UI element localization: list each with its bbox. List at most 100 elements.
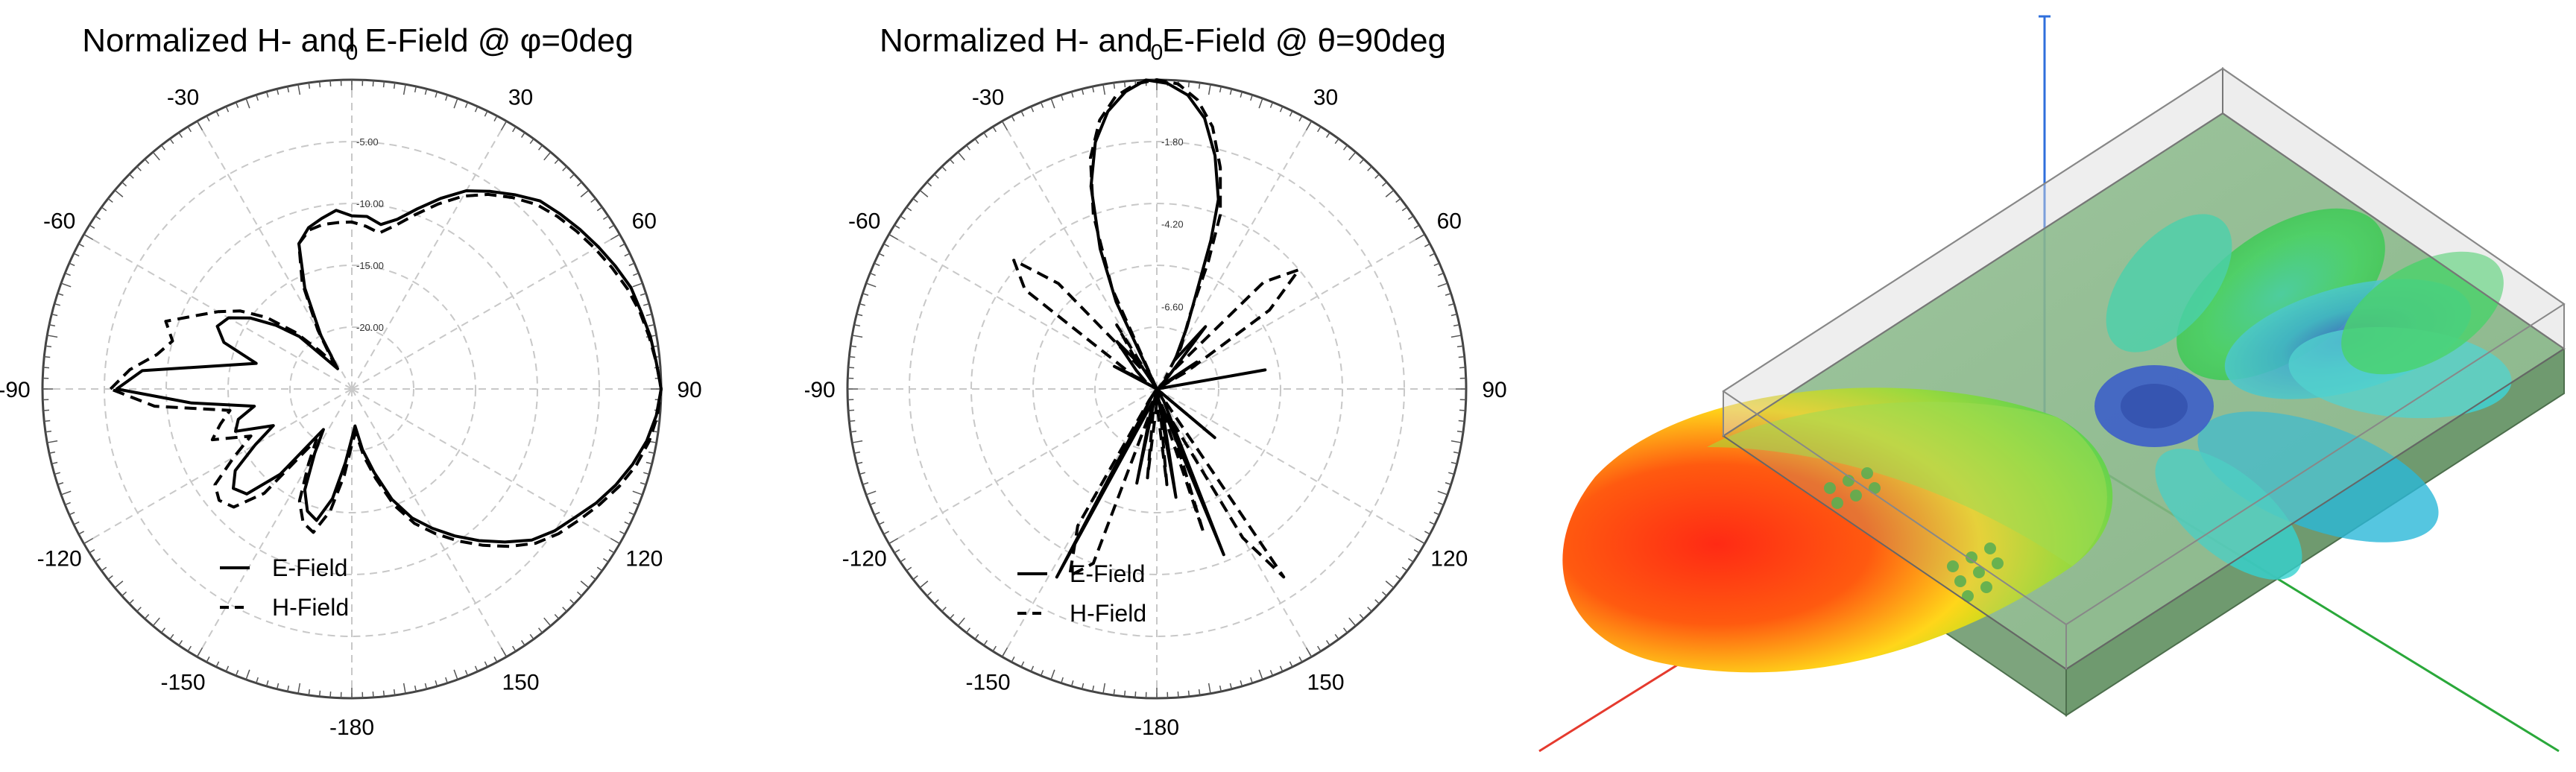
degree-tick [856,462,862,463]
angle-tick-label: -120 [842,547,887,572]
degree-tick [1335,139,1339,143]
degree-tick [95,216,101,219]
degree-tick [454,98,458,108]
degree-tick [609,550,614,553]
degree-tick [54,304,60,306]
degree-tick [603,216,608,219]
degree-tick [984,640,987,645]
degree-tick [866,491,876,495]
degree-tick [906,207,911,211]
degree-tick [563,607,567,612]
degree-tick [1299,656,1302,662]
angle-tick-label: 120 [625,547,663,572]
degree-tick [1382,592,1386,595]
degree-tick [1327,640,1330,645]
degree-tick [476,666,478,671]
legend-label: H-Field [1070,600,1146,627]
grid-spoke [1003,121,1158,389]
degree-tick [502,648,507,656]
degree-tick [43,367,49,368]
degree-tick [79,244,84,247]
degree-tick [1414,550,1419,553]
degree-tick [1135,692,1136,697]
degree-tick [950,159,953,164]
degree-tick [1430,522,1435,525]
degree-tick [1382,182,1386,186]
degree-tick [870,273,875,276]
degree-tick [1240,680,1242,686]
angle-tick-label: -120 [37,547,82,572]
degree-tick [188,127,191,132]
degree-tick [65,273,70,276]
degree-tick [1230,89,1231,95]
degree-tick [1209,84,1210,95]
degree-tick [544,618,551,626]
degree-tick [179,640,182,645]
degree-tick [629,263,634,265]
degree-tick [1103,84,1105,95]
degree-tick [1072,92,1073,98]
degree-tick [1349,152,1356,160]
degree-tick [79,531,84,534]
degree-tick [1451,462,1457,463]
degree-tick [1386,190,1394,197]
degree-tick [89,550,95,553]
degree-tick [848,367,854,368]
chart-title: Normalized H- and E-Field @ θ=90deg [805,22,1521,60]
degree-tick [1448,472,1454,474]
degree-tick [1240,92,1242,98]
degree-tick [129,174,133,179]
degree-tick [1408,216,1413,219]
degree-tick [967,628,970,633]
degree-tick [646,462,652,463]
degree-tick [913,576,918,580]
degree-tick [619,531,625,534]
degree-tick [425,683,426,689]
degree-tick [1438,283,1448,287]
degree-tick [1041,670,1044,675]
degree-tick [530,634,534,639]
degree-tick [874,263,880,265]
degree-tick [1434,513,1439,515]
degree-tick [137,166,142,171]
degree-tick [591,576,596,580]
radial-tick-label: -4.20 [1161,219,1184,230]
degree-tick [502,121,507,130]
angle-tick-label: 30 [1313,86,1338,110]
degree-tick [1281,107,1283,112]
degree-tick [44,357,50,358]
degree-tick [1459,410,1465,411]
degree-tick [522,640,525,645]
degree-tick [1051,98,1055,108]
degree-tick [852,441,862,443]
degree-tick [1318,127,1321,132]
degree-tick [927,592,932,595]
degree-tick [1281,666,1283,671]
degree-tick [476,107,478,112]
degree-tick [975,634,979,639]
degree-tick [1327,133,1330,138]
degree-tick [236,102,239,107]
degree-tick [859,472,865,474]
degree-tick [544,152,551,160]
degree-tick [633,273,638,276]
degree-tick [170,634,174,639]
degree-tick [226,666,228,671]
degree-tick [216,662,219,667]
degree-tick [646,314,652,316]
legend-label: E-Field [1070,560,1145,587]
degree-tick [494,116,497,121]
degree-tick [906,567,911,571]
degree-tick [849,357,855,358]
degree-tick [597,207,602,211]
degree-tick [530,139,534,143]
degree-tick [404,683,405,694]
degree-tick [115,581,123,588]
degree-tick [555,159,558,164]
degree-tick [1344,628,1348,633]
degree-tick [162,628,165,633]
radial-tick-label: -10.00 [356,198,384,209]
degree-tick [61,283,71,287]
degree-tick [1424,244,1430,247]
